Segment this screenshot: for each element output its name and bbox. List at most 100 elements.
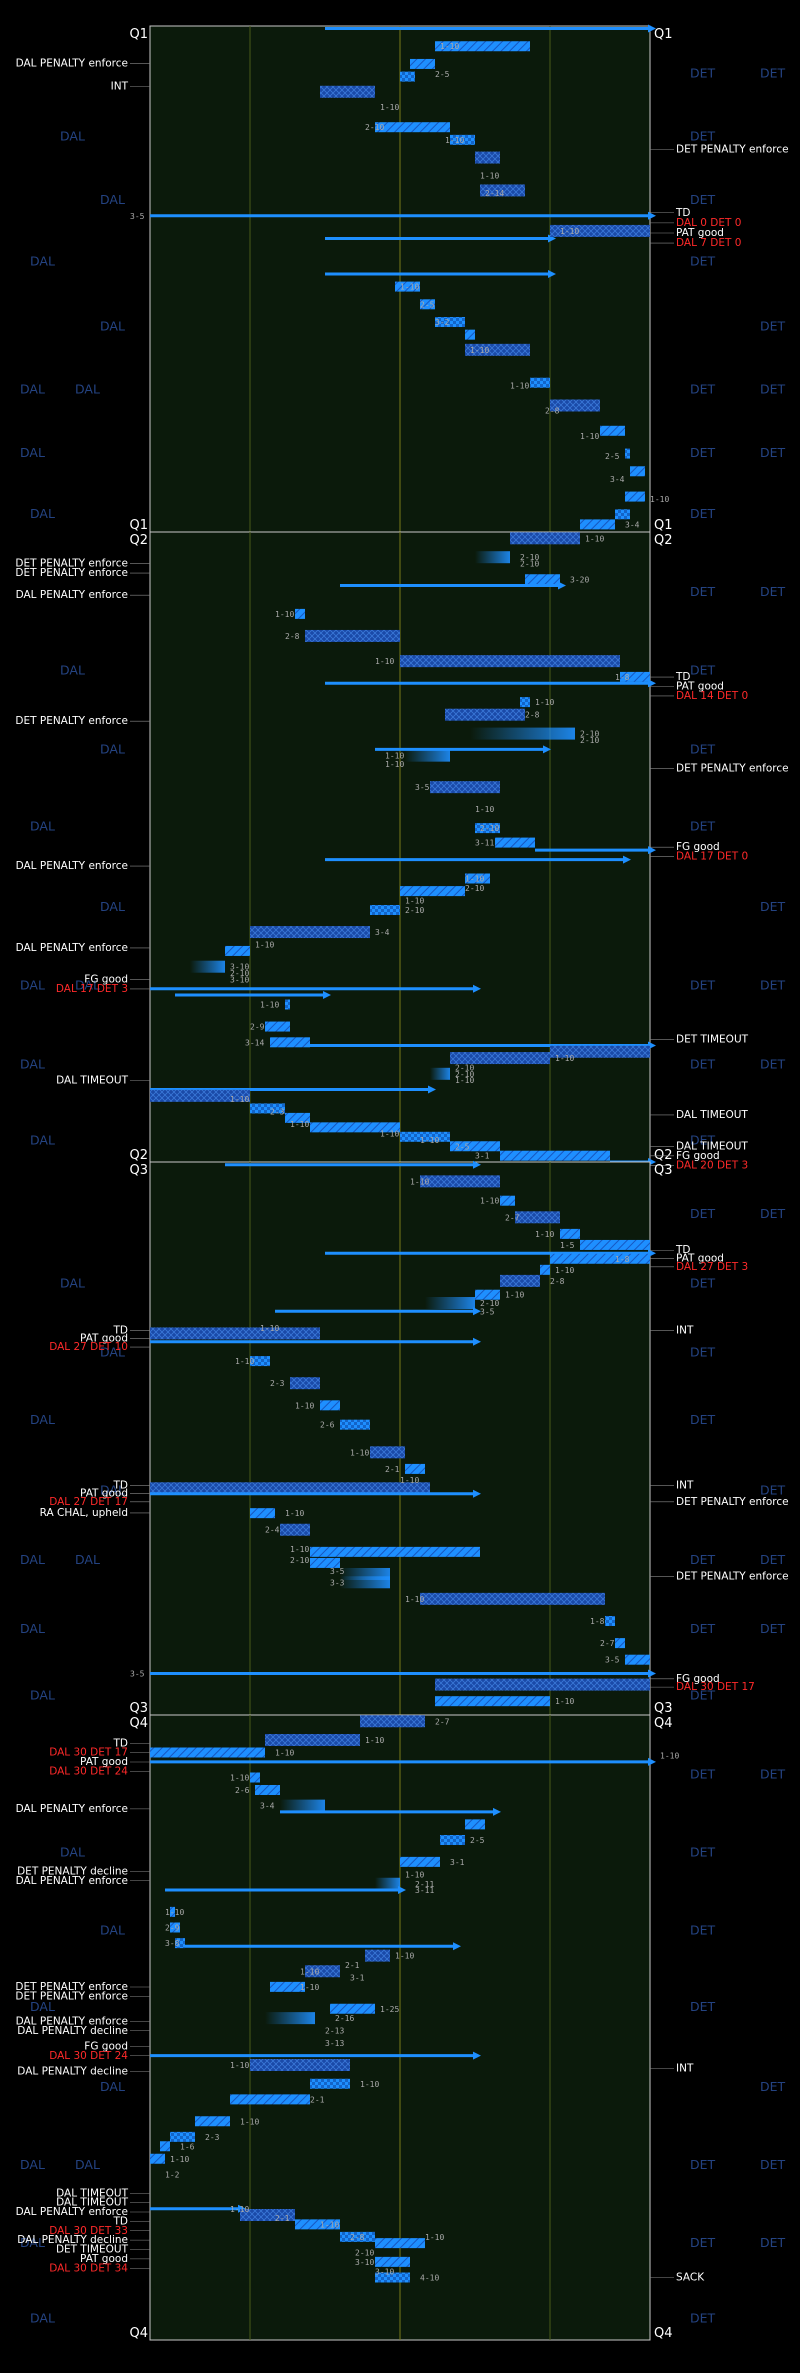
down-distance-label: 1-10	[465, 875, 484, 884]
event-label: INT	[676, 1324, 694, 1336]
team-watermark: DET	[760, 318, 786, 333]
kick-arrowhead	[473, 1307, 481, 1316]
score-label: DAL 30 DET 33	[49, 2225, 128, 2237]
quarter-label: Q3	[129, 1701, 148, 1716]
down-distance-label: 2-7	[435, 1717, 450, 1726]
team-watermark: DAL	[60, 1845, 85, 1860]
down-distance-label: 1-10	[165, 1908, 184, 1917]
team-watermark: DET	[690, 1552, 716, 1567]
play-bar	[435, 1696, 550, 1707]
kick-arrowhead	[473, 2051, 481, 2060]
down-distance-label: 1-10	[445, 136, 464, 145]
team-watermark: DAL	[30, 818, 55, 833]
score-label: DAL 20 DET 3	[676, 1159, 748, 1171]
team-watermark: DAL	[100, 1483, 125, 1498]
down-distance-label: 2-5	[455, 1142, 470, 1151]
down-distance-label: 1-8	[615, 673, 630, 682]
down-distance-label: 1-10	[300, 1983, 319, 1992]
down-distance-label: 1-10	[470, 346, 489, 355]
kick-arrowhead	[473, 984, 481, 993]
down-distance-label: 3-4	[610, 475, 625, 484]
team-watermark: DET	[690, 1621, 716, 1636]
kick-arrowhead	[648, 846, 656, 855]
down-distance-label: 1-10	[555, 1054, 574, 1063]
down-distance-label: 3-14	[245, 1038, 264, 1047]
event-label: DET TIMEOUT	[676, 1033, 749, 1045]
down-distance-label: 2-6	[320, 1421, 335, 1430]
team-watermark: DAL	[75, 2157, 100, 2172]
event-label: DET PENALTY enforce	[676, 762, 789, 774]
quarter-label: Q2	[129, 1148, 148, 1163]
play-bar	[330, 2003, 375, 2014]
play-bar	[265, 2012, 315, 2025]
team-watermark: DAL	[60, 663, 85, 678]
down-distance-label: 1-10	[455, 1076, 474, 1085]
play-bar	[160, 2141, 170, 2152]
play-bar	[420, 299, 435, 310]
down-distance-label: 1-10	[300, 1967, 319, 1976]
event-label: FG good	[84, 2040, 128, 2052]
team-watermark: DET	[760, 1483, 786, 1498]
play-bar	[265, 1021, 290, 1032]
event-label: DAL PENALTY decline	[17, 2065, 128, 2077]
down-distance-label: 2-10	[355, 2249, 374, 2258]
team-watermark: DAL	[20, 445, 45, 460]
event-label: PAT good	[80, 1333, 128, 1345]
team-watermark: DET	[690, 978, 716, 993]
team-watermark: DAL	[100, 741, 125, 756]
play-bar	[450, 1052, 550, 1065]
play-bar	[550, 399, 600, 412]
down-distance-label: 3-10	[375, 2267, 394, 2276]
team-watermark: DET	[690, 1206, 716, 1221]
down-distance-label: 3-20	[570, 575, 589, 584]
down-distance-label: 1-10	[480, 1197, 499, 1206]
down-distance-label: 1-10	[405, 897, 424, 906]
quarter-label: Q2	[654, 1148, 673, 1163]
team-watermark: DAL	[30, 506, 55, 521]
team-watermark: DET	[690, 1845, 716, 1860]
team-watermark: DET	[690, 1412, 716, 1427]
down-distance-label: 2-7	[505, 1213, 520, 1222]
down-distance-label: 1-10	[385, 752, 404, 761]
play-bar	[580, 1239, 650, 1250]
down-distance-label: 1-10	[400, 1476, 419, 1485]
play-bar	[405, 1463, 425, 1474]
down-distance-label: 1-10	[170, 2155, 189, 2164]
team-watermark: DET	[690, 741, 716, 756]
event-label: DAL PENALTY enforce	[16, 57, 128, 69]
score-label: DAL 30 DET 34	[49, 2262, 128, 2274]
down-distance-label: 1-10	[230, 1774, 249, 1783]
play-bar	[445, 708, 525, 721]
play-bar	[285, 1112, 310, 1123]
down-distance-label: 2-10	[465, 884, 484, 893]
down-distance-label: 2-8	[550, 1277, 565, 1286]
kick-arrowhead	[473, 1489, 481, 1498]
play-bar	[400, 1131, 450, 1142]
play-bar	[265, 1734, 360, 1746]
down-distance-label: 3-1	[450, 1858, 465, 1867]
down-distance-label: 1-10	[580, 432, 599, 441]
down-distance-label: 2-13	[325, 2027, 344, 2036]
down-distance-label: 2-4	[265, 1526, 280, 1535]
event-label: DAL PENALTY enforce	[16, 1803, 128, 1815]
play-bar	[475, 1289, 500, 1300]
score-label: DAL 30 DET 24	[49, 2050, 128, 2062]
down-distance-label: 1-10	[660, 1752, 679, 1761]
event-label: TD	[113, 1737, 129, 1749]
down-distance-label: 3-8	[165, 1939, 180, 1948]
team-watermark: DAL	[20, 2235, 45, 2250]
down-distance-label: 1-10	[650, 495, 669, 504]
kick-arrowhead	[398, 1886, 406, 1894]
play-bar	[170, 1922, 180, 1933]
event-label: DAL PENALTY enforce	[16, 860, 128, 872]
play-bar	[470, 727, 575, 740]
score-label: DAL 27 DET 10	[49, 1341, 128, 1353]
play-bar	[465, 1819, 485, 1830]
kick-arrowhead	[323, 991, 331, 1000]
quarter-label: Q3	[129, 1163, 148, 1178]
play-bar	[450, 134, 475, 145]
team-watermark: DAL	[20, 2157, 45, 2172]
play-bar	[310, 1557, 340, 1568]
